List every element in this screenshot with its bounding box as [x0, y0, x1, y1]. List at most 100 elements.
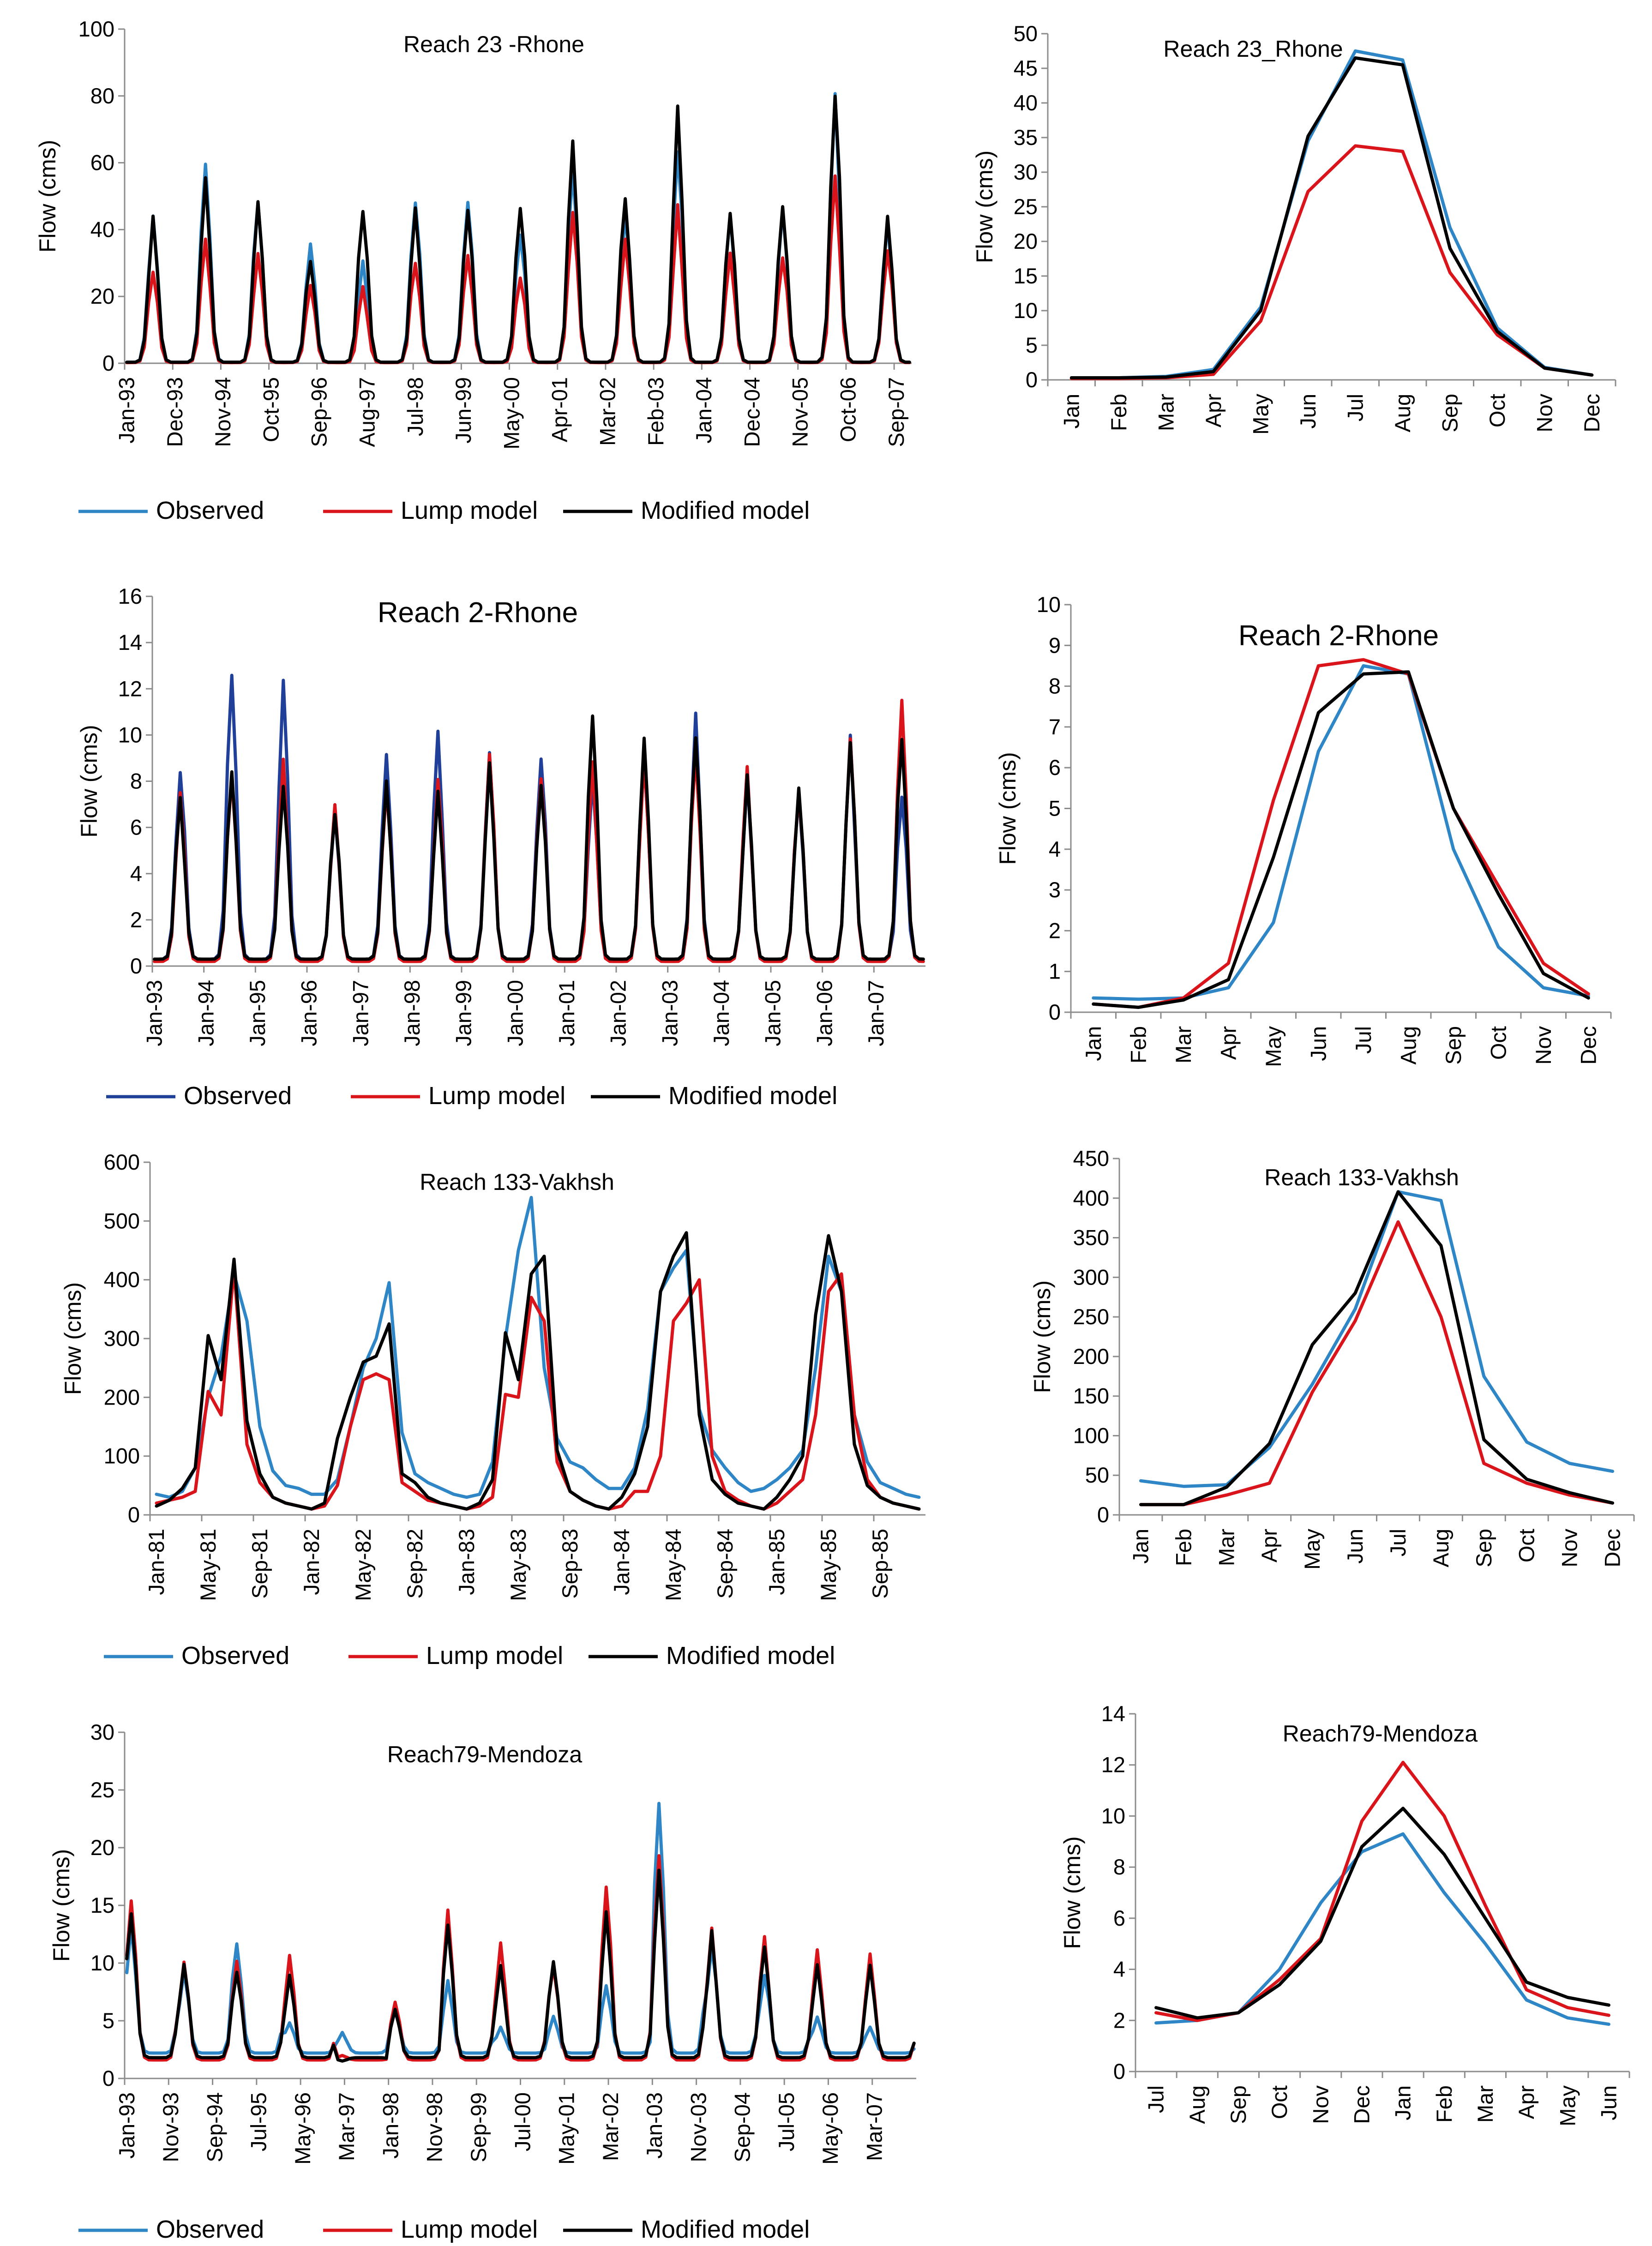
series-line-modified — [155, 1231, 921, 1511]
x-tick-label: Mar-02 — [598, 2092, 623, 2161]
x-tick-label: Apr — [1514, 2085, 1538, 2119]
legend-label-observed: Observed — [156, 497, 264, 524]
x-tick-label: Jun — [1296, 394, 1320, 429]
x-tick-label: Aug-97 — [355, 377, 379, 447]
x-tick-label: Jun — [1596, 2085, 1621, 2120]
chart-title: Reach 23_Rhone — [1163, 36, 1343, 62]
x-tick-label: Apr — [1257, 1529, 1281, 1562]
x-tick-label: Nov — [1308, 2085, 1333, 2124]
x-tick-label: Apr — [1216, 1026, 1240, 1060]
y-tick-label: 5 — [102, 2008, 114, 2033]
y-tick-label: 16 — [118, 584, 142, 608]
x-tick-label: Mar — [1214, 1529, 1238, 1566]
y-tick-label: 25 — [1014, 194, 1038, 219]
x-tick-label: Nov-98 — [422, 2092, 447, 2162]
x-tick-label: Mar-07 — [862, 2092, 886, 2161]
x-tick-label: Sep-84 — [713, 1529, 737, 1599]
x-tick-label: Oct-06 — [836, 377, 860, 442]
y-tick-label: 6 — [1049, 755, 1061, 780]
x-tick-label: Sep-96 — [307, 377, 331, 447]
y-tick-label: 4 — [130, 861, 142, 886]
chart-panel-5: 0 50 100 150 200 250 300 350 400 450 Flow (cms) Rea… — [1029, 1146, 1635, 1570]
legend-label-observed: Observed — [156, 2216, 264, 2243]
series-line-observed — [125, 1802, 916, 2055]
x-tick-label: May-81 — [196, 1529, 220, 1601]
series-line-lump — [1139, 1220, 1614, 1507]
x-tick-label: Feb — [1106, 394, 1131, 431]
x-tick-label: Nov-94 — [210, 377, 235, 447]
chart-title: Reach 23 -Rhone — [403, 31, 584, 57]
x-tick-label: Oct — [1267, 2085, 1292, 2119]
x-tick-label: Jul-98 — [403, 377, 427, 436]
x-tick-label: Aug — [1429, 1529, 1453, 1567]
y-axis-label: Flow (cms) — [76, 725, 102, 837]
x-tick-label: Aug — [1390, 394, 1415, 432]
series-line-modified — [125, 1868, 916, 2063]
y-axis-label: Flow (cms) — [1059, 1836, 1085, 1949]
y-tick-label: 200 — [104, 1385, 140, 1409]
chart-title: Reach 2-Rhone — [378, 597, 578, 629]
x-tick-label: Jan-84 — [609, 1529, 634, 1595]
y-tick-label: 200 — [1073, 1344, 1109, 1369]
y-tick-label: 10 — [1037, 592, 1061, 617]
x-tick-label: Jul-05 — [774, 2092, 799, 2151]
x-tick-label: Jan-94 — [193, 980, 218, 1046]
y-tick-label: 8 — [1049, 674, 1061, 698]
x-tick-label: May-96 — [290, 2092, 315, 2165]
x-tick-label: Jan-97 — [348, 980, 372, 1046]
x-tick-label: Sep-04 — [730, 2092, 755, 2162]
y-tick-label: 600 — [104, 1150, 140, 1174]
x-tick-label: Jan-02 — [606, 980, 631, 1046]
legend-label-lump: Lump model — [401, 2216, 538, 2243]
x-tick-label: Jul — [1386, 1529, 1410, 1556]
x-tick-label: Mar — [1473, 2085, 1497, 2123]
y-axis-label: Flow (cms) — [972, 150, 997, 263]
x-tick-label: Jul-00 — [510, 2092, 535, 2151]
x-tick-label: May — [1555, 2085, 1580, 2126]
x-tick-label: May-83 — [506, 1529, 530, 1601]
x-tick-label: Sep — [1437, 394, 1462, 432]
series-line-modified — [1154, 1807, 1610, 2020]
y-tick-label: 300 — [1073, 1265, 1109, 1289]
x-tick-label: Jan-07 — [864, 980, 888, 1046]
y-tick-label: 300 — [104, 1326, 140, 1351]
x-tick-label: Sep — [1472, 1529, 1496, 1567]
legend: Observed Lump model Modified model — [104, 1642, 835, 1669]
y-tick-label: 15 — [90, 1893, 114, 1917]
x-tick-label: Sep-94 — [202, 2092, 227, 2162]
x-tick-label: Aug — [1396, 1026, 1420, 1065]
x-tick-label: Jan — [1391, 2085, 1415, 2120]
y-axis-label: Flow (cms) — [60, 1282, 86, 1395]
x-tick-label: Jan — [1128, 1529, 1153, 1564]
y-tick-label: 450 — [1073, 1146, 1109, 1171]
x-tick-label: Sep — [1441, 1026, 1466, 1065]
x-tick-label: Oct — [1486, 1026, 1510, 1060]
y-tick-label: 10 — [1101, 1803, 1125, 1828]
y-axis-label: Flow (cms) — [48, 1849, 74, 1962]
x-tick-label: Jan-82 — [299, 1529, 324, 1595]
y-tick-label: 8 — [130, 769, 142, 793]
legend: Observed Lump model Modified model — [106, 1082, 837, 1110]
x-tick-label: Jan-98 — [378, 2092, 402, 2159]
series-line-observed — [1092, 664, 1590, 1001]
x-tick-label: Jan-03 — [642, 2092, 667, 2159]
y-tick-label: 0 — [1097, 1502, 1109, 1527]
legend-label-observed: Observed — [184, 1082, 292, 1110]
y-tick-label: 14 — [1101, 1701, 1125, 1726]
y-tick-label: 30 — [1014, 160, 1038, 184]
x-tick-label: Nov — [1532, 394, 1556, 432]
y-tick-label: 100 — [1073, 1423, 1109, 1447]
chart-panel-7: 0 2 4 6 8 10 12 14 Flow (cms) Reach79-Mendoza Jul A… — [1059, 1701, 1630, 2126]
x-tick-label: Oct-95 — [258, 377, 283, 442]
y-tick-label: 7 — [1049, 715, 1061, 739]
y-tick-label: 1 — [1049, 959, 1061, 984]
x-tick-label: Apr — [1201, 394, 1225, 427]
legend-label-modified: Modified model — [641, 497, 810, 524]
x-tick-label: Dec-93 — [162, 377, 187, 447]
series-line-modified — [1092, 670, 1590, 1009]
legend: Observed Lump model Modified model — [78, 2216, 810, 2243]
x-tick-label: May — [1261, 1026, 1286, 1067]
chart-title: Reach 2-Rhone — [1238, 620, 1439, 652]
x-tick-label: Jul — [1351, 1026, 1376, 1054]
y-tick-label: 2 — [1049, 918, 1061, 943]
